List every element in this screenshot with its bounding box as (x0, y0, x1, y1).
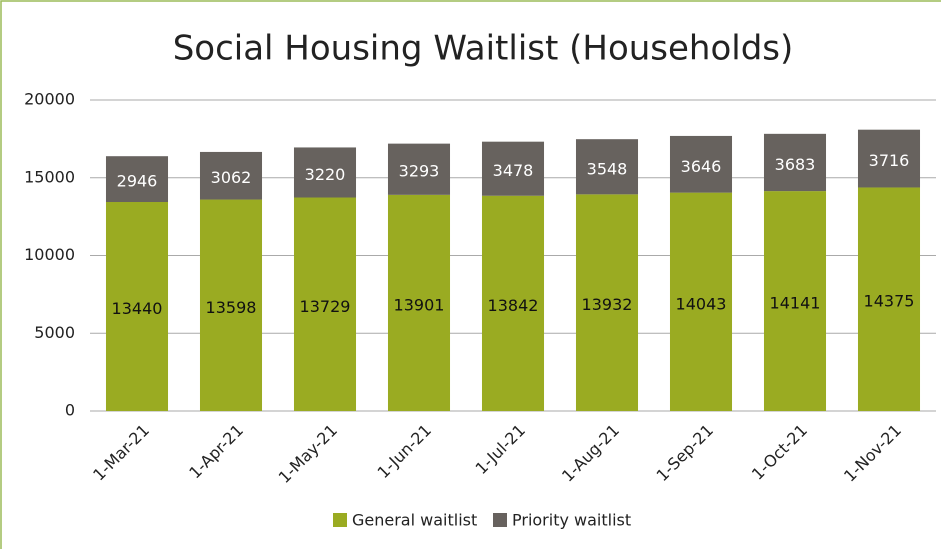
bar-segment (481, 141, 545, 196)
data-label: 13729 (300, 297, 351, 316)
bar-segment (575, 194, 639, 411)
y-tick-label: 0 (65, 401, 75, 420)
data-label: 3220 (305, 165, 346, 184)
bar-segment (199, 151, 263, 200)
data-label: 2946 (117, 172, 158, 191)
data-label: 13842 (488, 296, 539, 315)
legend-label: General waitlist (352, 511, 477, 530)
data-label: 3293 (399, 162, 440, 181)
data-label: 3683 (775, 155, 816, 174)
chart-title: Social Housing Waitlist (Households) (173, 29, 794, 69)
bar-segment (199, 199, 263, 411)
data-label: 14141 (770, 294, 821, 313)
data-label: 3478 (493, 161, 534, 180)
data-label: 3548 (587, 159, 628, 178)
bar-segment (293, 197, 357, 411)
bar-segment (669, 192, 733, 411)
bar-segment (293, 147, 357, 198)
bar-segment (387, 143, 451, 195)
data-label: 13932 (582, 295, 633, 314)
data-label: 13901 (394, 295, 445, 314)
data-label: 13440 (112, 299, 163, 318)
bar-segment (763, 191, 827, 411)
y-tick-label: 5000 (34, 323, 75, 342)
bar-segment (763, 133, 827, 192)
bar-segment (105, 156, 169, 203)
legend-label: Priority waitlist (512, 511, 631, 530)
bar-segment (575, 139, 639, 195)
y-tick-label: 20000 (24, 90, 75, 109)
data-label: 3062 (211, 168, 252, 187)
legend-swatch (493, 513, 507, 527)
data-label: 3716 (869, 151, 910, 170)
bar-segment (481, 195, 545, 411)
data-label: 14375 (864, 292, 915, 311)
bar-segment (857, 129, 921, 188)
data-label: 13598 (206, 298, 257, 317)
bar-segment (669, 135, 733, 193)
y-tick-label: 10000 (24, 245, 75, 264)
legend-swatch (333, 513, 347, 527)
bar-segment (387, 194, 451, 411)
bar-segment (857, 187, 921, 411)
bar-segment (105, 202, 169, 411)
data-label: 3646 (681, 157, 722, 176)
data-label: 14043 (676, 294, 727, 313)
y-tick-label: 15000 (24, 167, 75, 186)
